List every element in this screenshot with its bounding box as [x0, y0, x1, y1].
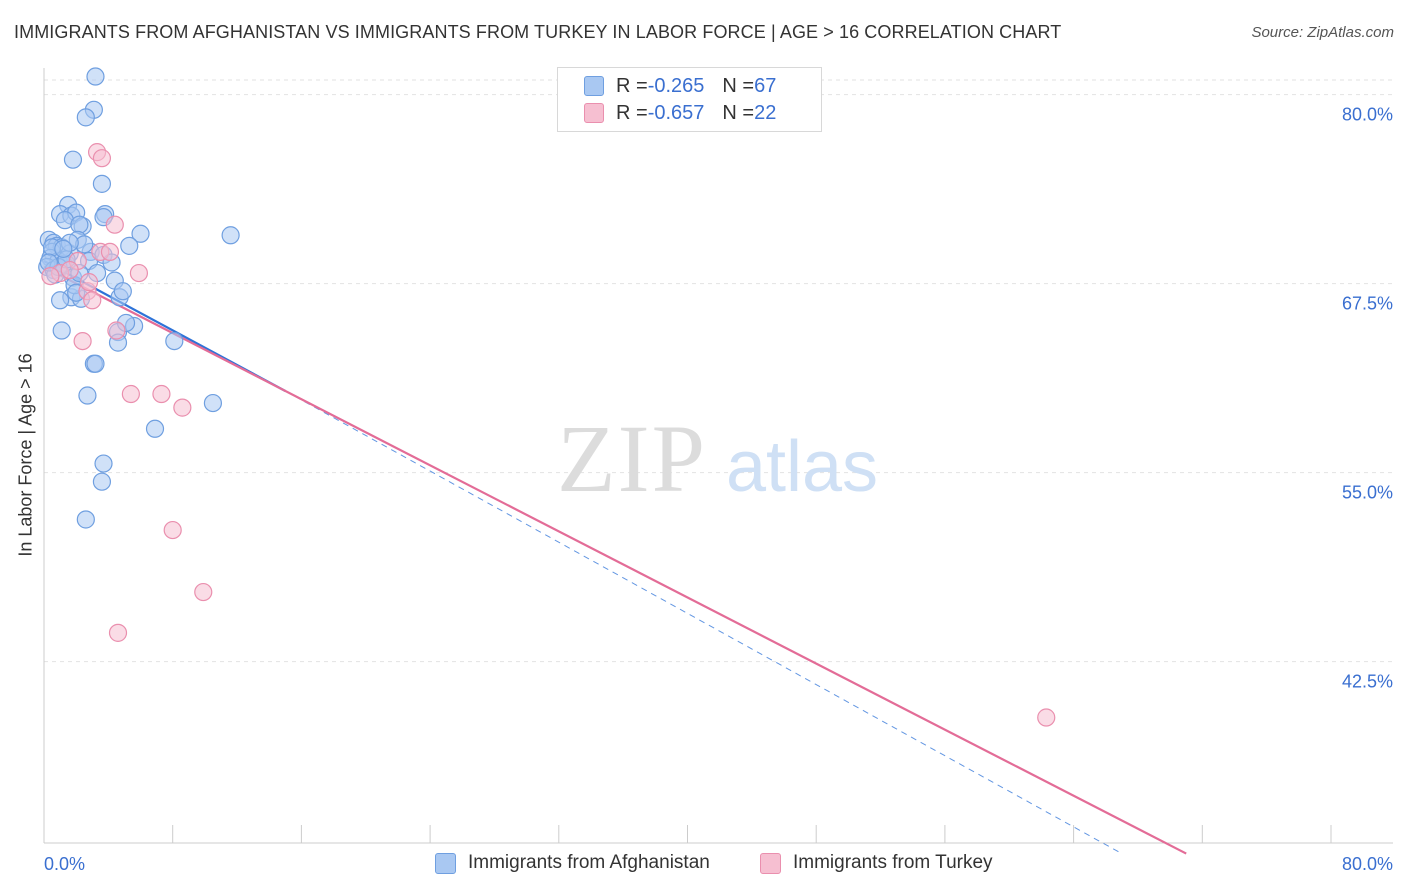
- afghanistan-point: [165, 331, 184, 351]
- series-swatch-blue: [435, 852, 456, 874]
- turkey-point: [105, 215, 124, 234]
- turkey-point: [163, 520, 182, 540]
- legend-row-turkey: R = -0.657 N = 22: [584, 101, 776, 125]
- y-axis-label: In Labor Force | Age > 16: [15, 353, 36, 557]
- legend-r-value: -0.657: [647, 101, 705, 124]
- turkey-point: [107, 321, 126, 340]
- series-legend-turkey[interactable]: Immigrants from Turkey: [760, 852, 993, 874]
- legend-r-label: R =: [616, 74, 648, 97]
- y-tick-label: 55.0%: [1342, 483, 1393, 503]
- chart-title: IMMIGRANTS FROM AFGHANISTAN VS IMMIGRANT…: [14, 22, 1062, 42]
- afghanistan-point: [92, 472, 112, 491]
- legend-n-label: N =: [722, 101, 755, 124]
- afghanistan-point: [92, 174, 112, 193]
- afghanistan-point: [50, 291, 70, 310]
- turkey-point: [1037, 708, 1056, 727]
- turkey-point: [41, 266, 60, 286]
- legend-swatch-pink: [584, 103, 604, 123]
- axis-layer: [43, 68, 1393, 844]
- watermark-atlas: atlas: [726, 427, 878, 507]
- source-label: Source: ZipAtlas.com: [1251, 24, 1394, 41]
- turkey-point: [60, 260, 79, 280]
- afghanistan-point: [86, 67, 105, 86]
- turkey-point: [121, 384, 140, 404]
- turkey-point: [152, 384, 171, 404]
- points-layer: [38, 67, 1056, 727]
- afghanistan-point: [86, 354, 105, 373]
- y-tick-label: 80.0%: [1342, 105, 1393, 125]
- series-swatch-pink: [760, 852, 781, 874]
- tick-label-layer: 42.5% 55.0% 67.5% 80.0% 0.0% 80.0%: [44, 105, 1393, 874]
- legend-n-value: 22: [754, 101, 777, 124]
- turkey-point: [173, 398, 192, 417]
- y-tick-label: 67.5%: [1342, 294, 1393, 314]
- series-legend-label: Immigrants from Turkey: [793, 852, 993, 873]
- x-tick-label: 80.0%: [1342, 854, 1393, 874]
- afghanistan-trendline-extension: [285, 390, 1123, 855]
- afghanistan-point: [221, 226, 240, 245]
- legend-n-value: 67: [754, 74, 777, 97]
- turkey-point: [194, 582, 213, 602]
- afghanistan-point: [54, 239, 73, 258]
- afghanistan-point: [94, 454, 113, 473]
- afghanistan-point: [63, 150, 83, 169]
- afghanistan-point: [131, 224, 150, 243]
- watermark: ZIP atlas: [557, 405, 878, 512]
- stats-legend: R = -0.265 N = 67 R = -0.657 N = 22: [557, 67, 822, 132]
- afghanistan-point: [76, 108, 95, 127]
- legend-row-afghanistan: R = -0.265 N = 67: [584, 74, 776, 98]
- turkey-point: [79, 273, 99, 292]
- turkey-point: [92, 149, 112, 168]
- legend-r-label: R =: [616, 101, 648, 124]
- afghanistan-point: [203, 393, 223, 413]
- turkey-point: [83, 291, 102, 310]
- turkey-point: [73, 331, 92, 351]
- afghanistan-point: [113, 282, 132, 301]
- turkey-point: [100, 242, 120, 261]
- turkey-trendline: [43, 266, 1187, 855]
- series-legend: Immigrants from Afghanistan Immigrants f…: [0, 852, 1406, 878]
- afghanistan-point: [120, 236, 139, 255]
- x-tick-label: 0.0%: [44, 854, 85, 874]
- afghanistan-point: [76, 510, 95, 529]
- afghanistan-point: [52, 321, 71, 340]
- series-legend-label: Immigrants from Afghanistan: [468, 852, 710, 873]
- legend-r-value: -0.265: [647, 74, 705, 97]
- afghanistan-point: [70, 215, 89, 234]
- y-tick-label: 42.5%: [1342, 672, 1393, 692]
- afghanistan-point: [78, 386, 97, 405]
- turkey-point: [129, 263, 149, 283]
- series-legend-afghanistan[interactable]: Immigrants from Afghanistan: [435, 852, 710, 874]
- watermark-zip: ZIP: [557, 405, 707, 512]
- afghanistan-point: [145, 419, 165, 438]
- y-axis-label-wrap: In Labor Force | Age > 16: [16, 353, 37, 556]
- legend-swatch-blue: [584, 76, 604, 96]
- legend-n-label: N =: [722, 74, 755, 97]
- trend-layer: [43, 260, 1187, 855]
- turkey-point: [108, 623, 128, 642]
